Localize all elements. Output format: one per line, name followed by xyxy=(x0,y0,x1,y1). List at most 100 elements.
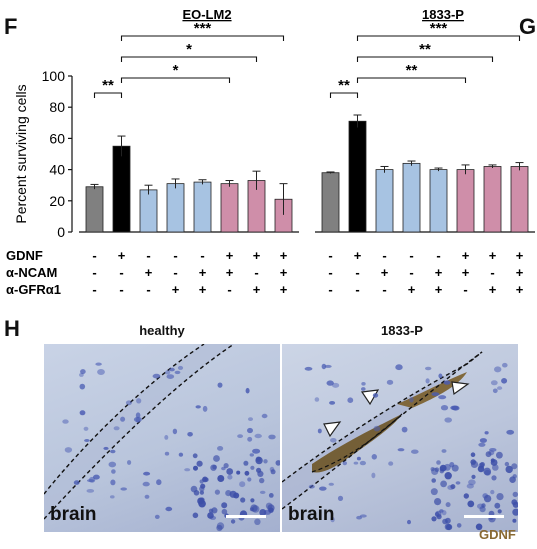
nucleus-dot xyxy=(359,460,366,466)
treatment-symbol: + xyxy=(489,248,497,263)
nucleus-dot xyxy=(440,405,449,411)
nucleus-dot xyxy=(211,507,218,514)
nucleus-dot xyxy=(202,405,208,412)
nucleus-dot xyxy=(512,491,518,498)
nucleus-dot xyxy=(496,451,503,459)
nucleus-dot xyxy=(490,380,498,386)
nucleus-dot xyxy=(243,460,249,466)
nucleus-dot xyxy=(166,374,175,379)
nucleus-dot xyxy=(177,365,184,370)
significance-bracket xyxy=(356,56,494,62)
nucleus-dot xyxy=(451,464,459,472)
nucleus-dot xyxy=(248,417,253,421)
treatment-symbol: + xyxy=(408,282,416,297)
nucleus-dot xyxy=(332,382,340,388)
nucleus-dot xyxy=(236,470,241,475)
nucleus-dot xyxy=(133,416,142,423)
nucleus-dot xyxy=(438,373,443,379)
treatment-symbol: + xyxy=(199,265,207,280)
nucleus-dot xyxy=(328,482,334,486)
bar xyxy=(429,169,448,233)
nucleus-dot xyxy=(485,451,492,458)
treatment-symbol: - xyxy=(173,248,177,263)
treatment-symbol: + xyxy=(462,265,470,280)
nucleus-dot xyxy=(237,434,244,438)
1833p-tissue-drawing xyxy=(282,351,518,531)
significance-bracket xyxy=(120,77,231,83)
healthy-tissue-drawing xyxy=(44,344,280,532)
nucleus-dot xyxy=(467,500,475,508)
nuclei-cluster xyxy=(62,362,280,532)
nucleus-dot xyxy=(430,488,438,496)
panel-letter-f: F xyxy=(4,14,18,39)
y-axis-label: Percent surviving cells xyxy=(13,84,29,223)
nucleus-dot xyxy=(438,395,447,400)
nucleus-dot xyxy=(221,508,228,515)
nucleus-dot xyxy=(502,362,508,368)
significance-bracket xyxy=(329,92,359,98)
nucleus-dot xyxy=(441,510,447,516)
nucleus-dot xyxy=(73,480,80,485)
nucleus-dot xyxy=(468,479,476,486)
nucleus-dot xyxy=(156,479,162,486)
treatment-symbol: + xyxy=(226,265,234,280)
nucleus-dot xyxy=(356,515,362,520)
treatment-symbol: + xyxy=(253,282,261,297)
nucleus-dot xyxy=(240,497,246,503)
nucleus-dot xyxy=(471,474,476,479)
treatment-symbol: + xyxy=(354,248,362,263)
nucleus-dot xyxy=(466,483,474,489)
nucleus-dot xyxy=(196,460,203,467)
nucleus-dot xyxy=(436,460,441,465)
nucleus-dot xyxy=(314,397,320,402)
nucleus-dot xyxy=(193,465,198,471)
nucleus-dot xyxy=(512,501,518,508)
treatment-symbol: - xyxy=(119,282,123,297)
micrograph-title-healthy: healthy xyxy=(139,323,185,338)
nucleus-dot xyxy=(308,484,315,489)
brain-label-1833p: brain xyxy=(288,504,335,525)
treatment-symbol: - xyxy=(146,282,150,297)
significance-label: *** xyxy=(430,20,448,37)
nucleus-dot xyxy=(108,461,117,468)
nucleus-dot xyxy=(401,426,408,433)
nucleus-dot xyxy=(270,469,276,475)
treatment-symbol: - xyxy=(328,248,332,263)
nucleus-dot xyxy=(214,489,220,495)
nucleus-dot xyxy=(195,405,201,409)
nucleus-dot xyxy=(80,369,86,375)
bar xyxy=(220,183,239,233)
nucleus-dot xyxy=(317,428,322,434)
nucleus-dot xyxy=(103,446,109,450)
nucleus-dot xyxy=(440,480,447,488)
bar xyxy=(166,183,185,233)
scale-bar-1833p xyxy=(464,515,504,518)
bar xyxy=(348,120,367,233)
group-title: EO-LM2 xyxy=(182,7,231,22)
nucleus-dot xyxy=(255,456,263,465)
nucleus-dot xyxy=(479,438,487,443)
nucleus-dot xyxy=(165,370,171,375)
nucleus-dot xyxy=(431,392,440,396)
nucleus-dot xyxy=(169,367,175,372)
treatment-symbol: - xyxy=(119,265,123,280)
nucleus-dot xyxy=(373,425,381,432)
nucleus-dot xyxy=(111,469,116,474)
nucleus-dot xyxy=(64,447,73,453)
y-tick-label: 100 xyxy=(42,68,66,84)
treatment-symbol: + xyxy=(172,282,180,297)
arrowhead-icon xyxy=(451,381,470,396)
treatment-symbol: + xyxy=(145,265,153,280)
nucleus-dot xyxy=(213,455,220,462)
nucleus-dot xyxy=(275,460,280,466)
nucleus-dot xyxy=(450,484,456,490)
treatment-symbol: + xyxy=(516,282,524,297)
nucleus-dot xyxy=(120,487,127,491)
nucleus-dot xyxy=(492,464,499,471)
nucleus-dot xyxy=(252,448,261,454)
significance-bracket xyxy=(120,35,285,41)
nucleus-dot xyxy=(221,502,228,509)
nucleus-dot xyxy=(337,495,344,501)
nucleus-dot xyxy=(435,510,442,518)
nucleus-dot xyxy=(256,467,262,473)
